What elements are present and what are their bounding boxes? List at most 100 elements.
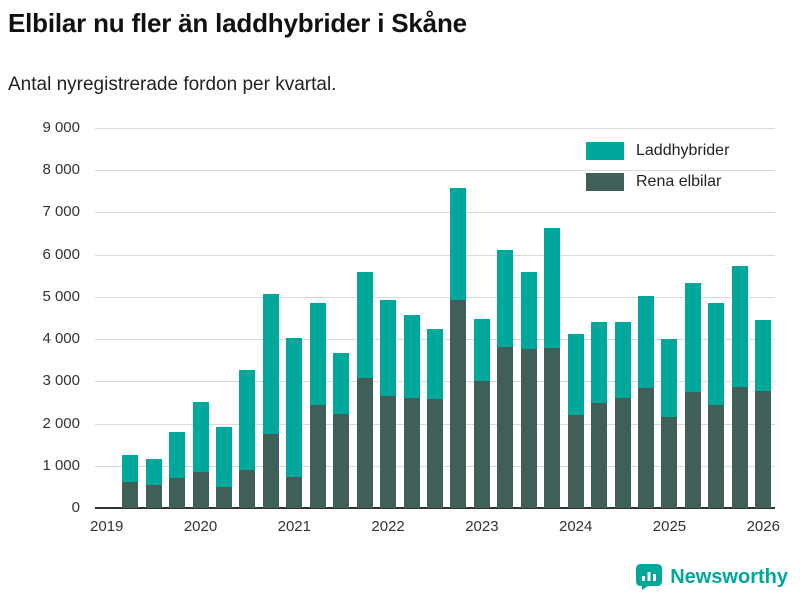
bar-segment-rena-elbilar: [708, 405, 725, 508]
chart-subtitle: Antal nyregistrerade fordon per kvartal.: [8, 74, 337, 95]
bar-2023-Q2: [497, 250, 514, 508]
bar-2025-Q4: [731, 266, 748, 508]
bar-segment-rena-elbilar: [356, 377, 373, 508]
x-axis-label: 2022: [371, 518, 405, 535]
bar-segment-rena-elbilar: [661, 417, 678, 508]
y-axis-label: 6 000: [42, 245, 80, 263]
bar-2023-Q1: [473, 318, 490, 508]
bar-segment-laddhybrider: [286, 337, 303, 477]
bar-segment-rena-elbilar: [544, 347, 561, 508]
bar-segment-rena-elbilar: [333, 413, 350, 508]
gridline: [95, 254, 775, 256]
bar-2025-Q3: [708, 303, 725, 508]
brand-footer[interactable]: Newsworthy: [636, 564, 788, 590]
y-axis-label: 5 000: [42, 287, 80, 305]
bar-segment-rena-elbilar: [286, 476, 303, 508]
bar-segment-rena-elbilar: [239, 469, 256, 508]
legend-swatch-rena-elbilar: [586, 173, 624, 191]
bar-segment-laddhybrider: [520, 271, 537, 349]
bar-segment-rena-elbilar: [614, 398, 631, 508]
bar-2021-Q4: [356, 271, 373, 508]
bar-segment-laddhybrider: [450, 187, 467, 300]
gridline: [95, 212, 775, 214]
y-axis-label: 9 000: [42, 119, 80, 136]
bar-2020-Q1: [192, 402, 209, 508]
bar-2024-Q4: [638, 295, 655, 508]
bar-segment-rena-elbilar: [684, 391, 701, 508]
bar-segment-rena-elbilar: [638, 387, 655, 508]
y-axis-label: 1 000: [42, 456, 80, 474]
bar-segment-rena-elbilar: [567, 415, 584, 508]
bar-2025-Q2: [684, 282, 701, 508]
bar-2020-Q2: [215, 427, 232, 508]
x-axis-label: 2025: [652, 518, 687, 535]
bar-2020-Q3: [239, 369, 256, 508]
bar-segment-rena-elbilar: [215, 487, 232, 508]
bar-segment-laddhybrider: [333, 352, 350, 414]
bar-segment-rena-elbilar: [520, 348, 537, 508]
x-axis-label: 2024: [559, 518, 593, 535]
bar-segment-rena-elbilar: [380, 395, 397, 508]
bar-segment-laddhybrider: [145, 459, 162, 485]
bar-segment-laddhybrider: [169, 432, 186, 479]
bar-2021-Q2: [309, 303, 326, 508]
x-axis-label: 2026: [746, 518, 780, 535]
x-axis-label: 2021: [277, 518, 311, 535]
y-axis-label: 3 000: [42, 372, 80, 390]
legend-label-laddhybrider: Laddhybrider: [636, 142, 730, 159]
y-axis-label: 7 000: [42, 203, 80, 221]
bar-segment-rena-elbilar: [309, 404, 326, 508]
bar-2026-Q1: [755, 320, 772, 508]
legend-item-rena-elbilar: Rena elbilar: [586, 173, 729, 191]
bar-segment-laddhybrider: [661, 339, 678, 418]
y-axis-label: 4 000: [42, 330, 80, 348]
bar-segment-rena-elbilar: [473, 381, 490, 508]
x-axis-label: 2020: [183, 518, 218, 535]
bar-segment-laddhybrider: [122, 455, 139, 482]
bar-segment-laddhybrider: [567, 333, 584, 416]
bar-segment-laddhybrider: [614, 321, 631, 399]
bar-segment-laddhybrider: [356, 271, 373, 378]
bar-segment-laddhybrider: [708, 303, 725, 406]
bar-segment-laddhybrider: [239, 369, 256, 470]
bar-segment-laddhybrider: [591, 321, 608, 404]
y-axis-label: 2 000: [42, 414, 80, 432]
bar-2022-Q1: [380, 299, 397, 508]
bar-segment-laddhybrider: [755, 320, 772, 392]
bar-2024-Q3: [614, 321, 631, 508]
bar-2019-Q4: [169, 432, 186, 508]
bar-segment-rena-elbilar: [262, 433, 279, 508]
bar-segment-laddhybrider: [473, 318, 490, 382]
gridline: [95, 170, 775, 172]
y-axis-label: 8 000: [42, 161, 80, 179]
bar-segment-laddhybrider: [380, 299, 397, 396]
bar-2025-Q1: [661, 339, 678, 508]
bar-segment-laddhybrider: [215, 427, 232, 488]
legend-label-rena-elbilar: Rena elbilar: [636, 173, 722, 190]
bar-2022-Q3: [427, 328, 443, 508]
bar-segment-laddhybrider: [427, 328, 443, 400]
bar-2024-Q2: [591, 321, 608, 508]
x-axis-label: 2023: [465, 518, 499, 535]
bar-segment-laddhybrider: [544, 228, 561, 348]
bar-segment-laddhybrider: [309, 303, 326, 405]
bar-segment-rena-elbilar: [731, 386, 748, 508]
x-axis-label: 2019: [90, 518, 124, 535]
bar-2022-Q4: [450, 187, 467, 508]
chart-title: Elbilar nu fler än laddhybrider i Skåne: [8, 8, 467, 38]
bar-segment-rena-elbilar: [755, 391, 772, 508]
newsworthy-logo-icon: [636, 564, 663, 590]
bar-segment-rena-elbilar: [145, 484, 162, 508]
gridline: [95, 128, 775, 129]
legend-item-laddhybrider: Laddhybrider: [586, 142, 729, 160]
chart-legend: Laddhybrider Rena elbilar: [586, 142, 729, 191]
bar-2023-Q3: [520, 271, 537, 508]
bar-2024-Q1: [567, 333, 584, 508]
y-axis-label: 0: [71, 499, 80, 516]
bar-2022-Q2: [403, 315, 420, 508]
bar-segment-rena-elbilar: [450, 299, 467, 508]
bar-2023-Q4: [544, 228, 561, 508]
bar-segment-rena-elbilar: [122, 481, 139, 508]
gridline: [95, 296, 775, 298]
